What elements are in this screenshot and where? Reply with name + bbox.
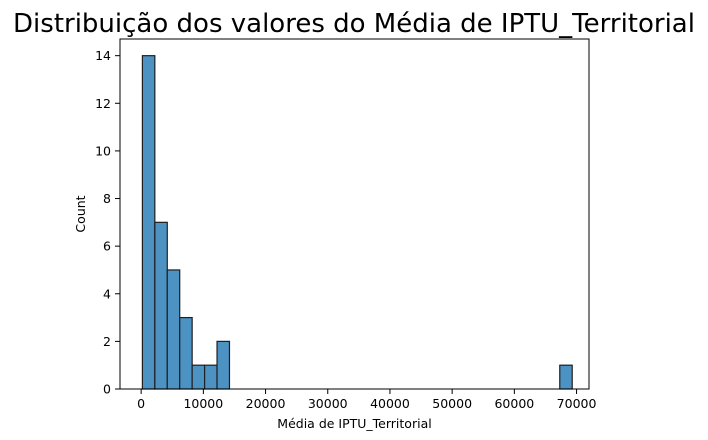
y-tick-label-7: 14 bbox=[95, 48, 111, 63]
y-tick-label-3: 6 bbox=[103, 239, 111, 254]
plot-frame bbox=[119, 38, 590, 390]
histogram-bar-7 bbox=[559, 364, 573, 390]
histogram-bar-5 bbox=[203, 364, 218, 390]
x-tick-label-7: 70000 bbox=[557, 396, 597, 411]
y-axis-label: Count bbox=[73, 195, 88, 232]
histogram-bar-6 bbox=[216, 340, 231, 390]
y-axis-ticks: 0 2 4 6 8 10 12 14 bbox=[95, 48, 120, 397]
y-tick-label-5: 10 bbox=[95, 143, 111, 158]
histogram-bar-1 bbox=[154, 221, 168, 390]
bars-layer bbox=[141, 55, 573, 390]
y-tick-label-6: 12 bbox=[95, 96, 111, 111]
x-tick-label-6: 60000 bbox=[494, 396, 534, 411]
y-tick-label-2: 4 bbox=[103, 286, 111, 301]
x-tick-label-4: 40000 bbox=[370, 396, 410, 411]
histogram-bar-4 bbox=[191, 364, 206, 390]
x-tick-label-0: 0 bbox=[137, 396, 145, 411]
x-axis-label: Média de IPTU_Territorial bbox=[277, 416, 431, 431]
histogram-bar-0 bbox=[141, 55, 156, 390]
chart-title: Distribuição dos valores do Média de IPT… bbox=[13, 9, 695, 39]
x-tick-label-1: 10000 bbox=[183, 396, 223, 411]
y-tick-label-0: 0 bbox=[103, 382, 111, 397]
x-axis-ticks: 0 10000 20000 30000 40000 50000 60000 70000 bbox=[137, 389, 596, 411]
y-tick-label-4: 8 bbox=[103, 191, 111, 206]
x-tick-label-3: 30000 bbox=[308, 396, 348, 411]
x-tick-label-2: 20000 bbox=[246, 396, 286, 411]
x-tick-label-5: 50000 bbox=[432, 396, 472, 411]
y-tick-label-1: 2 bbox=[103, 334, 111, 349]
histogram-bar-2 bbox=[166, 269, 181, 390]
histogram-bar-3 bbox=[179, 316, 193, 390]
